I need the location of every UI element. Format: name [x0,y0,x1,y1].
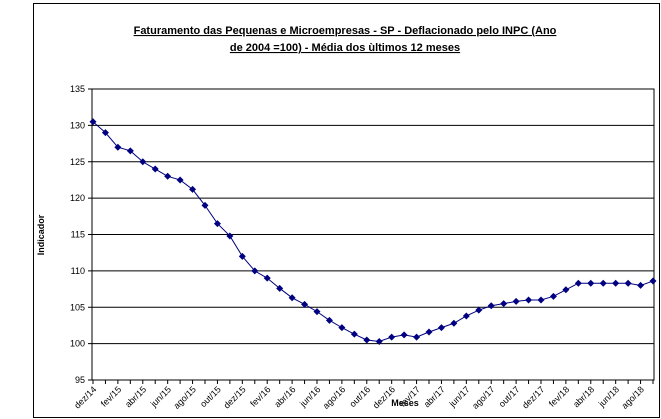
data-point [425,328,433,336]
y-axis-title: Indicador [36,214,46,255]
data-point [288,294,296,302]
data-point [313,308,321,316]
data-point [388,333,396,341]
data-point [512,297,520,305]
chart-title: Faturamento das Pequenas e Microempresas… [134,25,557,37]
data-point [114,143,122,151]
data-point [176,176,184,184]
y-tick-label: 95 [75,375,85,385]
data-point [475,306,483,314]
data-point [139,158,147,166]
data-point [562,286,570,294]
x-axis-title: Meses [391,398,419,408]
data-point [587,279,595,287]
chart-border [33,3,660,418]
y-tick-label: 125 [70,157,85,167]
plot-area [91,88,655,381]
data-point [89,118,97,126]
data-point [413,333,421,341]
data-point [574,279,582,287]
data-point [201,201,209,209]
data-point [238,252,246,260]
chart-title: de 2004 =100) - Média dos ùltimos 12 mes… [230,42,460,54]
data-point [649,277,657,285]
data-point [375,337,383,345]
data-point [599,279,607,287]
data-point [363,336,371,344]
data-point [437,324,445,332]
data-point [537,296,545,304]
y-tick-label: 135 [70,84,85,94]
data-point [462,312,470,320]
data-point [251,267,259,275]
data-point [624,279,632,287]
data-point [400,331,408,339]
y-tick-label: 100 [70,339,85,349]
data-point [612,279,620,287]
data-point [525,296,533,304]
y-tick-label: 105 [70,302,85,312]
data-point [500,300,508,308]
data-point [263,274,271,282]
data-point [637,281,645,289]
y-tick-label: 110 [71,266,85,276]
data-point [189,185,197,193]
data-point [350,330,358,338]
data-point [226,232,234,240]
data-point [301,300,309,308]
data-point [549,292,557,300]
data-point [151,165,159,173]
data-point [338,324,346,332]
data-point [164,172,172,180]
y-tick-label: 130 [70,120,85,130]
y-tick-label: 115 [71,230,85,240]
data-point [101,129,109,137]
data-point [487,302,495,310]
data-point [276,284,284,292]
y-tick-label: 120 [70,193,85,203]
data-point [126,147,134,155]
data-point [325,316,333,324]
data-point [450,319,458,327]
data-point [213,220,221,228]
series-line [92,121,654,342]
